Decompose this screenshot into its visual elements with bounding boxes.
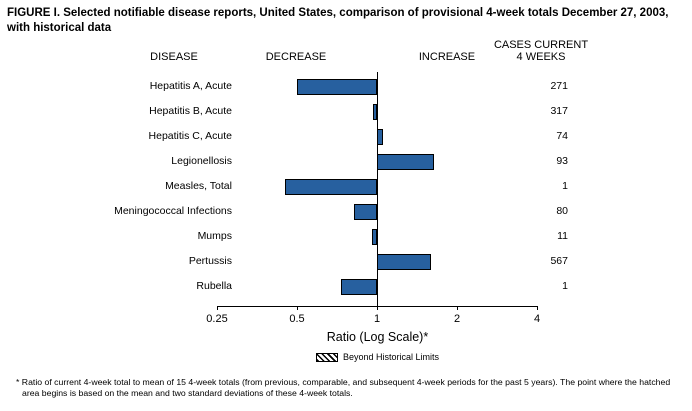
ratio-bar <box>377 129 383 145</box>
axis-tick <box>377 306 378 310</box>
ratio-bar <box>354 204 377 220</box>
ratio-bar <box>372 229 377 245</box>
legend-label: Beyond Historical Limits <box>342 352 440 362</box>
cases-value: 1 <box>562 280 568 292</box>
disease-label: Hepatitis A, Acute <box>149 80 232 92</box>
legend: Beyond Historical Limits <box>217 352 538 362</box>
cases-value: 93 <box>556 155 568 167</box>
figure-title: FIGURE I. Selected notifiable disease re… <box>7 7 669 34</box>
axis-tick <box>297 306 298 310</box>
disease-label: Pertussis <box>188 255 232 267</box>
cases-value: 271 <box>550 80 568 92</box>
column-header-disease: DISEASE <box>150 51 198 63</box>
ratio-bar <box>373 104 377 120</box>
disease-label: Rubella <box>196 280 232 292</box>
column-header-cases-line2: 4 WEEKS <box>516 51 566 63</box>
axis-tick-label: 0.25 <box>206 313 228 325</box>
cases-value: 80 <box>556 205 568 217</box>
cases-value: 567 <box>550 255 568 267</box>
disease-label: Legionellosis <box>171 155 232 167</box>
cases-value: 74 <box>556 130 568 142</box>
axis-tick-label: 4 <box>533 313 541 325</box>
column-header-decrease: DECREASE <box>265 51 327 63</box>
disease-label: Meningococcal Infections <box>114 205 232 217</box>
ratio-bar <box>377 254 431 270</box>
axis-tick-label: 1 <box>373 313 381 325</box>
hatched-pattern-swatch-icon <box>315 352 338 362</box>
column-header-cases-line1: CASES CURRENT <box>493 39 589 51</box>
axis-tick <box>457 306 458 310</box>
ratio-bar <box>341 279 377 295</box>
disease-label: Measles, Total <box>165 180 232 192</box>
axis-tick-label: 2 <box>453 313 461 325</box>
cases-value: 1 <box>562 180 568 192</box>
cases-value: 11 <box>557 230 568 242</box>
footnote: * Ratio of current 4-week total to mean … <box>16 377 671 399</box>
disease-label: Mumps <box>197 230 232 242</box>
column-header-increase: INCREASE <box>418 51 476 63</box>
ratio-bar <box>297 79 377 95</box>
ratio-bar <box>285 179 377 195</box>
x-axis-label: Ratio (Log Scale)* <box>326 330 429 344</box>
column-header-cases: CASES CURRENT 4 WEEKS <box>489 39 593 63</box>
axis-tick <box>537 306 538 310</box>
baseline-ratio-1-line <box>377 72 378 306</box>
axis-tick-label: 0.5 <box>289 313 305 325</box>
axis-tick <box>217 306 218 310</box>
ratio-bar <box>377 154 434 170</box>
disease-label: Hepatitis C, Acute <box>148 130 232 142</box>
cases-value: 317 <box>550 105 568 117</box>
disease-label: Hepatitis B, Acute <box>149 105 232 117</box>
